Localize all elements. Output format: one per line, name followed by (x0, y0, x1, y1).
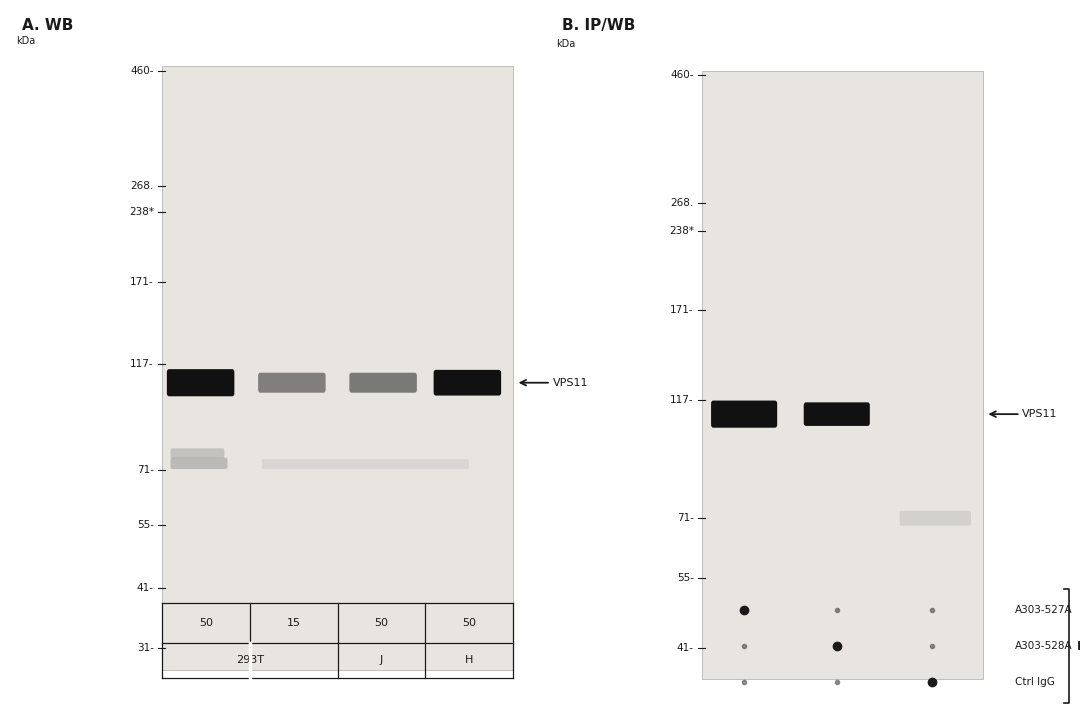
Text: 50: 50 (375, 618, 389, 628)
FancyBboxPatch shape (171, 448, 225, 458)
Text: 117-: 117- (671, 395, 693, 405)
Text: 71-: 71- (137, 466, 153, 476)
Text: 171-: 171- (131, 278, 153, 288)
Text: 293T: 293T (235, 655, 264, 665)
FancyBboxPatch shape (162, 66, 513, 670)
Text: A303-527A: A303-527A (1015, 605, 1072, 615)
FancyBboxPatch shape (702, 71, 983, 679)
Text: 268.: 268. (131, 181, 153, 191)
Text: H: H (464, 655, 473, 665)
Text: Ctrl IgG: Ctrl IgG (1015, 677, 1055, 687)
FancyBboxPatch shape (261, 459, 469, 469)
FancyBboxPatch shape (166, 369, 234, 396)
Text: 268.: 268. (671, 198, 693, 208)
Text: IP: IP (1077, 640, 1080, 653)
Text: VPS11: VPS11 (1022, 409, 1057, 419)
Text: 71-: 71- (677, 513, 693, 523)
FancyBboxPatch shape (433, 370, 501, 396)
Text: 460-: 460- (671, 70, 693, 80)
Text: 238*: 238* (669, 226, 693, 236)
FancyBboxPatch shape (258, 373, 326, 393)
Text: kDa: kDa (556, 39, 576, 49)
Text: 41-: 41- (137, 583, 153, 593)
FancyBboxPatch shape (711, 401, 778, 428)
Text: 238*: 238* (129, 206, 153, 216)
Text: 171-: 171- (671, 305, 693, 315)
Text: 50: 50 (462, 618, 476, 628)
FancyBboxPatch shape (171, 458, 228, 469)
Text: 55-: 55- (677, 573, 693, 583)
FancyBboxPatch shape (900, 511, 971, 526)
Text: A303-528A: A303-528A (1015, 641, 1072, 651)
Text: kDa: kDa (16, 36, 36, 46)
Text: 41-: 41- (677, 643, 693, 653)
Text: 460-: 460- (131, 66, 153, 76)
Text: 15: 15 (286, 618, 300, 628)
Text: J: J (380, 655, 383, 665)
Text: B. IP/WB: B. IP/WB (562, 18, 635, 33)
Text: 117-: 117- (131, 358, 153, 368)
FancyBboxPatch shape (349, 373, 417, 393)
Text: 31-: 31- (137, 643, 153, 653)
FancyBboxPatch shape (804, 403, 869, 426)
Text: 50: 50 (199, 618, 213, 628)
Text: 55-: 55- (137, 520, 153, 530)
Text: VPS11: VPS11 (552, 378, 588, 388)
Text: A. WB: A. WB (22, 18, 73, 33)
